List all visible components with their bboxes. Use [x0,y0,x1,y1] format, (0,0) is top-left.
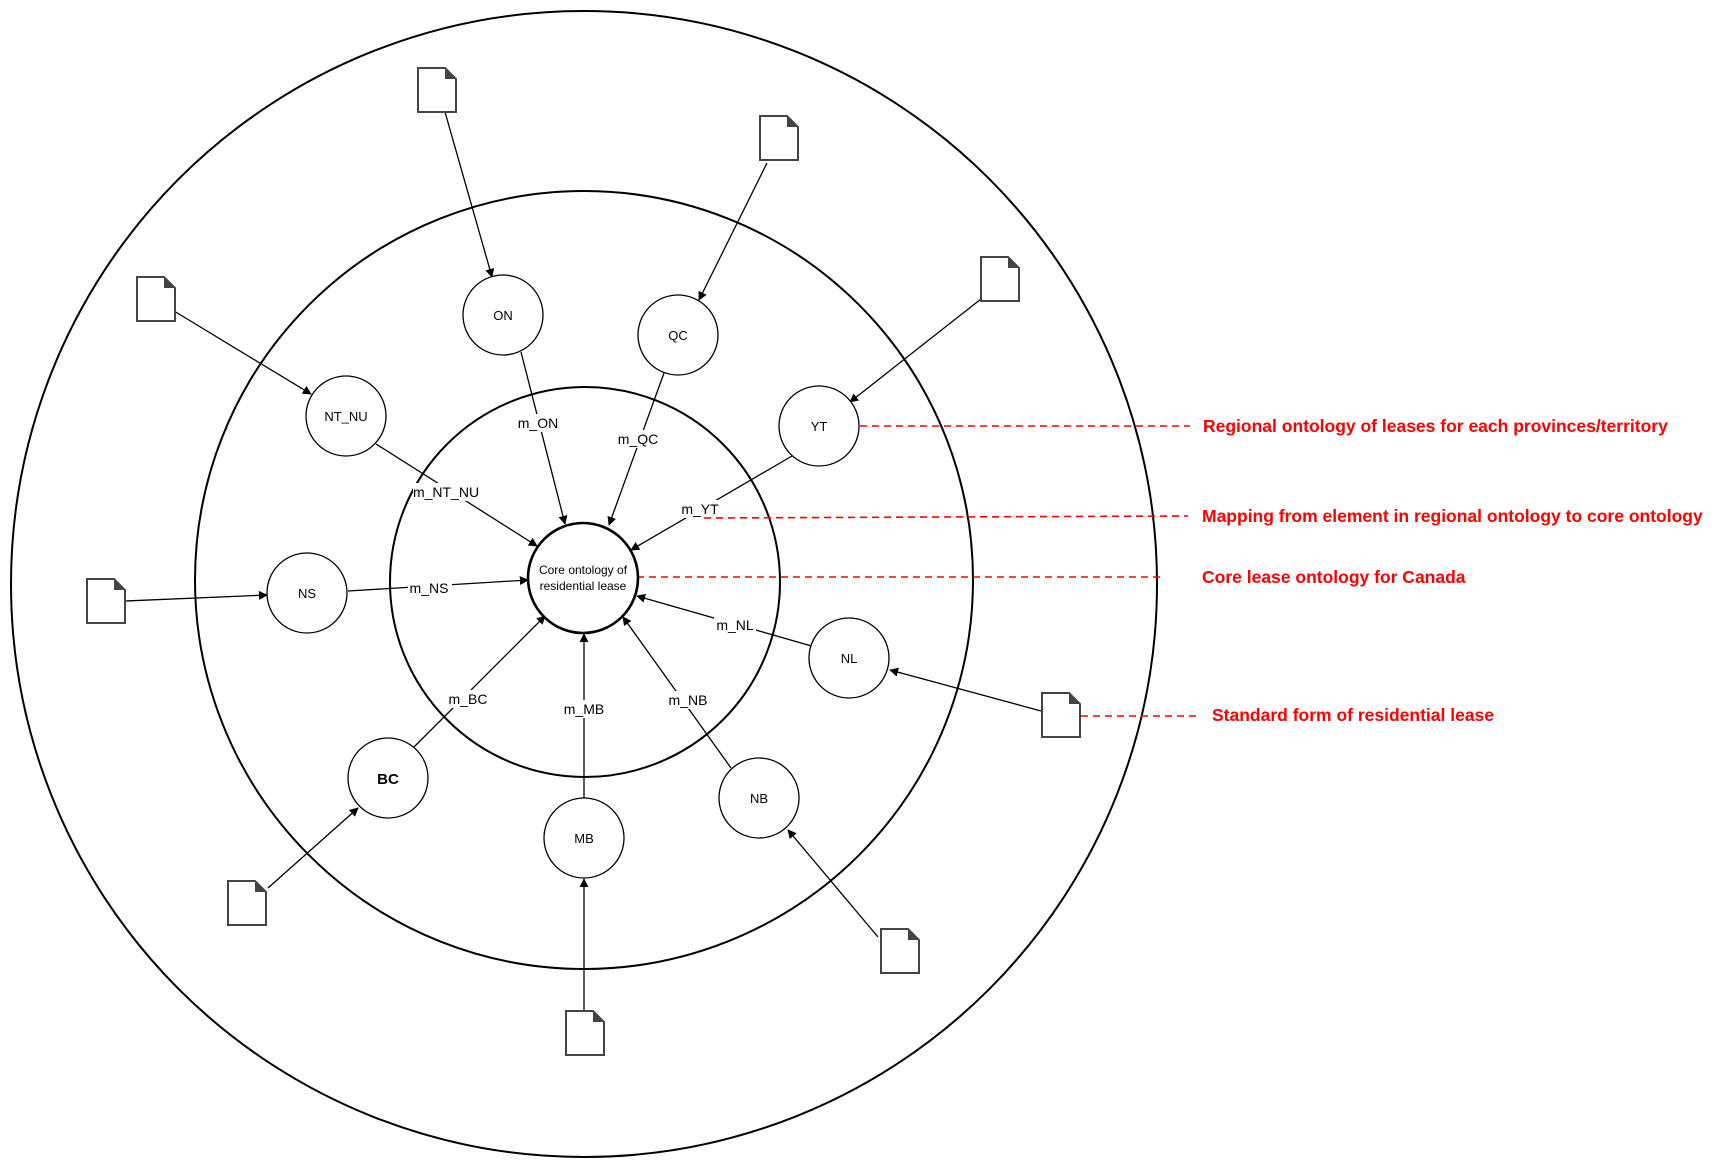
node-label-nt-nu: NT_NU [324,409,367,424]
legend-mapping: Mapping from element in regional ontolog… [1202,506,1703,526]
mapping-labels: m_ON m_QC m_NT_NU m_YT m_NS m_NL m_BC m_… [408,414,756,718]
document-icon-yt[interactable] [980,256,1020,302]
node-label-qc: QC [668,328,688,343]
document-arrows [124,111,1042,1011]
document-icon-ns[interactable] [86,578,126,624]
document-icon-qc[interactable] [759,115,799,161]
node-nb[interactable]: NB [718,757,800,839]
mapping-label-nl: m_NL [716,617,754,633]
node-mb[interactable]: MB [543,797,625,879]
legend: Regional ontology of leases for each pro… [1202,416,1703,725]
node-on[interactable]: ON [462,274,544,356]
node-nl[interactable]: NL [808,617,890,699]
mapping-label-nt-nu: m_NT_NU [413,484,479,500]
legend-leaders [637,425,1197,717]
document-icon-nl[interactable] [1041,692,1081,738]
mapping-label-on: m_ON [518,415,558,431]
node-ns[interactable]: NS [266,552,348,634]
document-icon-bc[interactable] [227,880,267,926]
node-bc[interactable]: BC [347,737,429,819]
mapping-label-mb: m_MB [564,701,604,717]
document-icon-nb[interactable] [880,928,920,974]
legend-regional: Regional ontology of leases for each pro… [1203,416,1668,436]
document-icon-mb[interactable] [565,1010,605,1056]
node-yt[interactable]: YT [778,385,860,467]
node-label-yt: YT [811,419,828,434]
node-label-bc: BC [377,771,399,788]
outer-ring [10,10,1158,1158]
legend-standard: Standard form of residential lease [1212,705,1494,725]
regional-nodes: ON QC NT_NU YT NS NL BC MB [266,274,890,879]
core-label-line2: residential lease [540,579,627,593]
mapping-label-bc: m_BC [449,691,488,707]
legend-core: Core lease ontology for Canada [1202,567,1466,587]
mapping-label-qc: m_QC [618,431,658,447]
node-label-nl: NL [841,651,858,666]
node-label-mb: MB [574,831,594,846]
core-node[interactable]: Core ontology of residential lease [526,521,640,635]
node-qc[interactable]: QC [637,294,719,376]
core-label-line1: Core ontology of [539,563,628,577]
inner-ring [389,386,781,778]
node-label-on: ON [493,308,513,323]
node-nt-nu[interactable]: NT_NU [305,375,387,457]
node-label-nb: NB [750,791,768,806]
node-label-ns: NS [298,586,316,601]
document-icon-on[interactable] [417,67,457,113]
mapping-label-nb: m_NB [669,692,708,708]
mapping-label-yt: m_YT [681,501,719,517]
document-icon-nt-nu[interactable] [136,276,176,322]
mapping-label-ns: m_NS [410,580,449,596]
